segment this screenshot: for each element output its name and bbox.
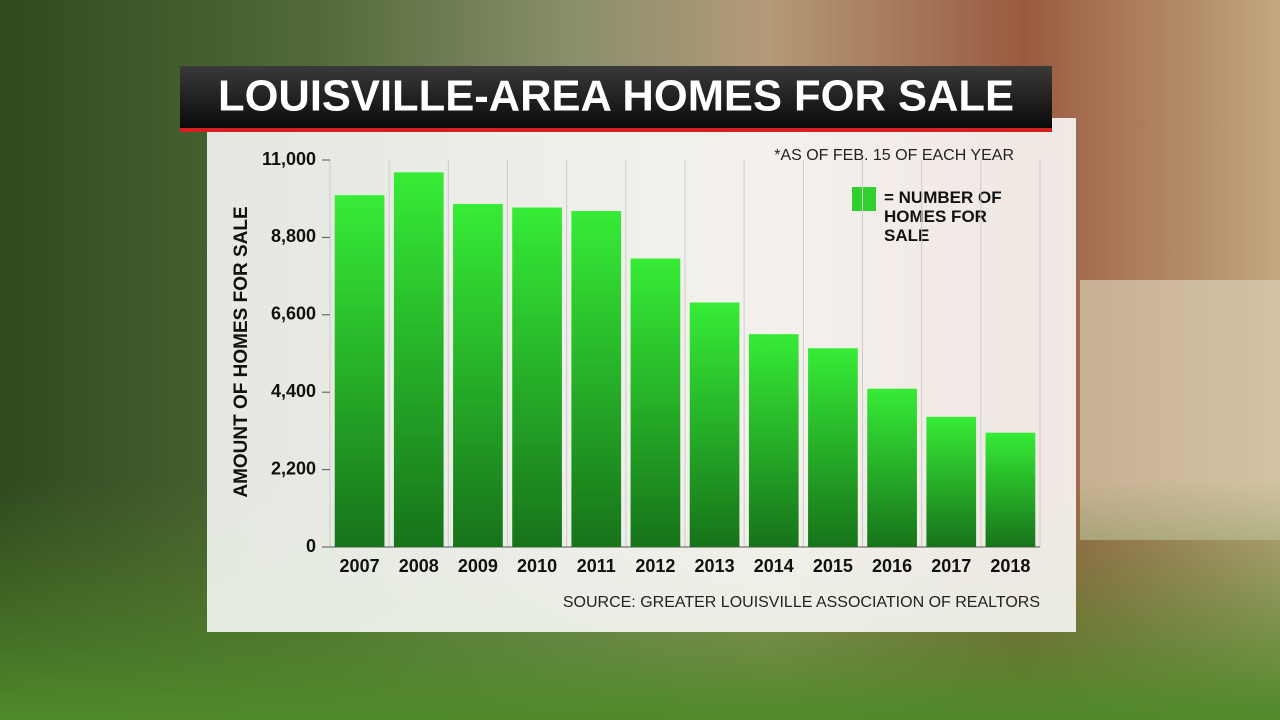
y-tick-label: 4,400 [271,381,316,401]
note: *AS OF FEB. 15 OF EACH YEAR [774,147,1014,164]
y-tick-label: 8,800 [271,226,316,246]
bar [453,203,503,547]
bar [985,432,1036,547]
x-tick-label: 2010 [517,556,557,576]
bar [393,172,444,547]
x-tick-label: 2018 [990,556,1030,576]
x-tick-label: 2009 [458,556,498,576]
bar [748,334,799,547]
legend: = NUMBER OF HOMES FOR SALE [884,188,1002,245]
x-tick-label: 2015 [813,556,853,576]
x-tick-label: 2008 [399,556,439,576]
x-tick-label: 2016 [872,556,912,576]
y-tick-label: 0 [306,536,316,556]
bar [808,348,858,547]
y-axis-label: AMOUNT OF HOMES FOR SALE [231,206,252,497]
x-tick-label: 2013 [695,556,735,576]
bar [334,195,385,547]
bar [571,211,622,547]
source: SOURCE: GREATER LOUISVILLE ASSOCIATION O… [563,594,1040,611]
x-tick-label: 2014 [754,556,794,576]
bar [630,258,681,547]
x-tick-label: 2017 [931,556,971,576]
y-tick-label: 6,600 [271,304,316,324]
bar [867,388,917,547]
y-tick-label: 2,200 [271,458,316,478]
x-tick-label: 2007 [340,556,380,576]
bar [926,416,977,547]
legend-swatch [852,187,876,211]
x-tick-label: 2012 [635,556,675,576]
y-tick-label: 11,000 [262,149,316,169]
legend-label: = NUMBER OF HOMES FOR SALE [884,188,1002,245]
chart-title: LOUISVILLE-AREA HOMES FOR SALE [218,72,1014,121]
bar [512,207,562,547]
x-tick-label: 2011 [577,556,616,576]
title-bar [180,66,1052,128]
bar [689,302,740,547]
title-underline [180,128,1052,132]
